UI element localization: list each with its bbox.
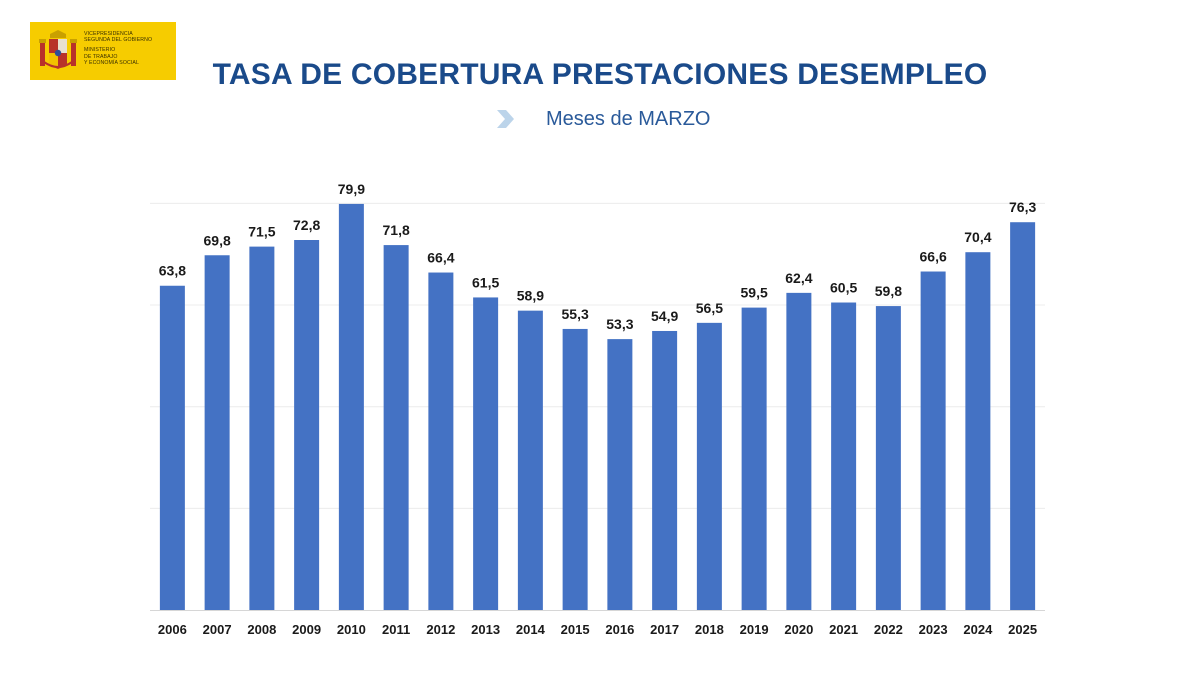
data-label: 60,5 <box>830 280 857 296</box>
data-label: 59,8 <box>875 283 902 299</box>
x-tick-label: 2020 <box>784 622 813 637</box>
data-label: 66,6 <box>920 249 947 265</box>
data-label: 53,3 <box>606 316 633 332</box>
x-tick-label: 2009 <box>292 622 321 637</box>
x-tick-label: 2019 <box>740 622 769 637</box>
data-label: 56,5 <box>696 300 723 316</box>
data-label: 71,8 <box>383 222 410 238</box>
x-tick-label: 2015 <box>561 622 590 637</box>
x-tick-label: 2010 <box>337 622 366 637</box>
label-layer: 63,8 69,8 71,5 72,8 79,9 71,8 66,4 61,5 58,9 55,3… <box>159 181 1037 332</box>
bar-2016 <box>607 339 633 610</box>
ministry-logo: VICEPRESIDENCIA SEGUNDA DEL GOBIERNO MIN… <box>30 22 176 80</box>
data-label: 54,9 <box>651 308 678 324</box>
chart-subtitle: Meses de MARZO <box>546 107 711 130</box>
data-label: 62,4 <box>785 270 812 286</box>
data-label: 55,3 <box>562 306 589 322</box>
logo-line: DE TRABAJO <box>84 53 118 60</box>
bar-2019 <box>741 307 767 610</box>
x-tick-label: 2018 <box>695 622 724 637</box>
bar-2010 <box>338 203 364 611</box>
bar-2022 <box>875 306 901 610</box>
coat-of-arms-icon <box>39 30 77 69</box>
logo-line: VICEPRESIDENCIA <box>84 31 133 37</box>
logo-line: SEGUNDA DEL GOBIERNO <box>84 37 153 44</box>
bar-2006 <box>159 285 185 610</box>
x-tick-label: 2006 <box>158 622 187 637</box>
x-tick-label: 2007 <box>203 622 232 637</box>
data-label: 79,9 <box>338 181 365 197</box>
bar-2017 <box>652 330 678 610</box>
bar-2011 <box>383 245 409 611</box>
bar-layer <box>159 203 1036 611</box>
x-tick-label: 2012 <box>426 622 455 637</box>
x-tick-label: 2014 <box>516 622 546 637</box>
data-label: 76,3 <box>1009 199 1036 215</box>
x-tick-label: 2008 <box>247 622 276 637</box>
chevron-right-icon <box>497 110 514 128</box>
tick-layer: 2006 2007 2008 2009 2010 2011 2012 2013 2014 2015… <box>158 622 1037 637</box>
x-tick-label: 2016 <box>605 622 634 637</box>
x-tick-label: 2011 <box>382 622 410 637</box>
title-container: TASA DE COBERTURA PRESTACIONES DESEMPLEO <box>0 58 1200 92</box>
data-label: 58,9 <box>517 288 544 304</box>
x-tick-label: 2025 <box>1008 622 1037 637</box>
subtitle-row: Meses de MARZO <box>494 106 710 132</box>
bar-2023 <box>920 271 946 610</box>
data-label: 69,8 <box>204 232 231 248</box>
bar-2025 <box>1010 222 1036 610</box>
x-tick-label: 2023 <box>919 622 948 637</box>
x-tick-label: 2022 <box>874 622 903 637</box>
bar-2018 <box>696 322 722 610</box>
logo-text: VICEPRESIDENCIA SEGUNDA DEL GOBIERNO MIN… <box>84 31 174 66</box>
data-label: 66,4 <box>427 250 454 266</box>
bar-2013 <box>473 297 499 610</box>
logo-line: MINISTERIO <box>84 47 116 54</box>
chart-title-text: TASA DE COBERTURA PRESTACIONES DESEMPLEO <box>212 58 988 91</box>
bar-2007 <box>204 255 230 610</box>
data-label: 59,5 <box>741 285 768 301</box>
bar-2008 <box>249 246 275 611</box>
data-label: 70,4 <box>964 229 991 245</box>
grid-layer <box>150 202 1045 611</box>
bar-2014 <box>517 310 543 610</box>
data-label: 61,5 <box>472 274 499 290</box>
x-tick-label: 2021 <box>829 622 858 637</box>
bar-2020 <box>786 292 812 610</box>
bar-2021 <box>831 302 857 610</box>
chart-title: TASA DE COBERTURA PRESTACIONES DESEMPLEO <box>209 58 992 92</box>
bar-2009 <box>294 240 320 610</box>
bar-2024 <box>965 252 991 611</box>
x-tick-label: 2024 <box>963 622 993 637</box>
bar-2015 <box>562 328 588 610</box>
data-label: 71,5 <box>248 224 275 240</box>
logo-line: Y ECONOMÍA SOCIAL <box>84 59 139 66</box>
x-tick-label: 2013 <box>471 622 500 637</box>
bar-2012 <box>428 272 454 610</box>
data-label: 63,8 <box>159 263 186 279</box>
data-label: 72,8 <box>293 217 320 233</box>
x-tick-label: 2017 <box>650 622 679 637</box>
